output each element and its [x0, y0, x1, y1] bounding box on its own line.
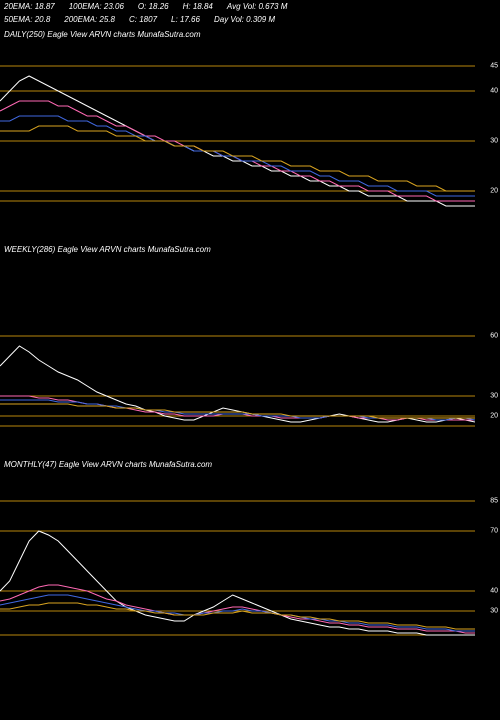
chart-title: WEEKLY(286) Eagle View ARVN charts Munaf… — [0, 241, 500, 256]
header-row-2: 50EMA: 20.8 200EMA: 25.8 C: 1807 L: 17.6… — [0, 13, 500, 26]
stat-low: L: 17.66 — [171, 15, 200, 24]
chart-title: DAILY(250) Eagle View ARVN charts Munafa… — [0, 26, 500, 41]
chart-panel: 85 70 40 30 — [0, 471, 500, 671]
y-axis-label: 45 — [490, 63, 498, 70]
stat-100ema: 100EMA: 23.06 — [69, 2, 124, 11]
y-axis-label: 20 — [490, 188, 498, 195]
stat-open: O: 18.26 — [138, 2, 169, 11]
stat-dayvol: Day Vol: 0.309 M — [214, 15, 275, 24]
y-axis-label: 30 — [490, 393, 498, 400]
stat-200ema: 200EMA: 25.8 — [64, 15, 115, 24]
header-row-1: 20EMA: 18.87 100EMA: 23.06 O: 18.26 H: 1… — [0, 0, 500, 13]
y-axis-label: 70 — [490, 528, 498, 535]
stat-avgvol: Avg Vol: 0.673 M — [227, 2, 288, 11]
y-axis-label: 85 — [490, 498, 498, 505]
chart-panel: 45 40 30 20 — [0, 41, 500, 241]
stat-close: C: 1807 — [129, 15, 157, 24]
y-axis-label: 30 — [490, 608, 498, 615]
y-axis-label: 20 — [490, 413, 498, 420]
y-axis-label: 30 — [490, 138, 498, 145]
stat-50ema: 50EMA: 20.8 — [4, 15, 50, 24]
header: 20EMA: 18.87 100EMA: 23.06 O: 18.26 H: 1… — [0, 0, 500, 26]
chart-title: MONTHLY(47) Eagle View ARVN charts Munaf… — [0, 456, 500, 471]
y-axis-label: 40 — [490, 88, 498, 95]
stat-20ema: 20EMA: 18.87 — [4, 2, 55, 11]
stat-high: H: 18.84 — [183, 2, 213, 11]
panels-container: DAILY(250) Eagle View ARVN charts Munafa… — [0, 26, 500, 671]
y-axis-label: 60 — [490, 333, 498, 340]
chart-panel: 60 30 20 — [0, 256, 500, 456]
y-axis-label: 40 — [490, 588, 498, 595]
